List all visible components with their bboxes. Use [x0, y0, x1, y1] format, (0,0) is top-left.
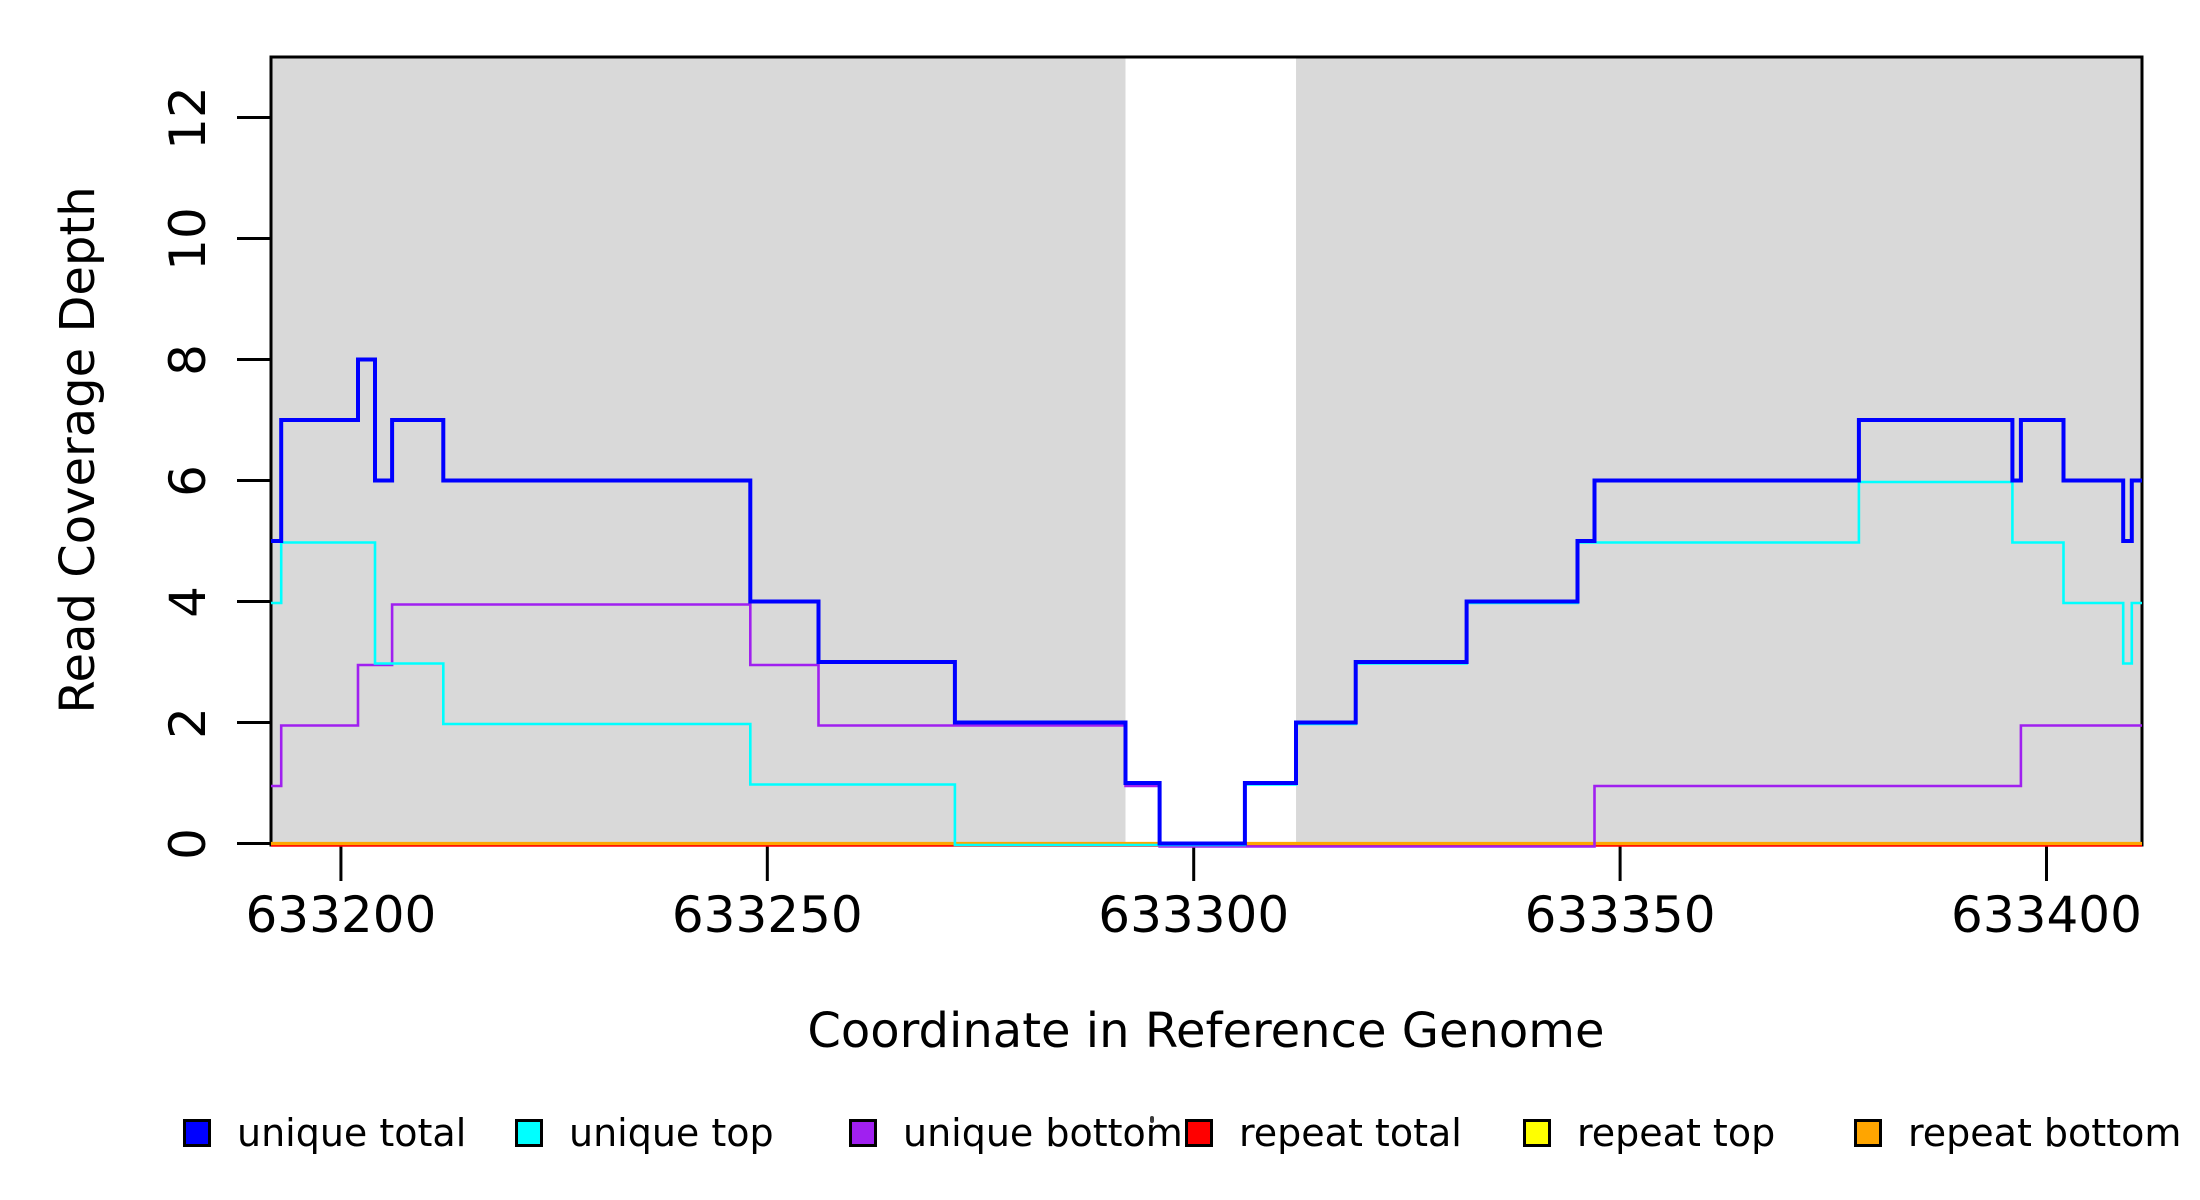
legend-item-unique-total: unique total [183, 1110, 466, 1156]
legend-label: unique bottom [903, 1111, 1183, 1155]
legend-item-repeat-top: repeat top [1523, 1110, 1775, 1156]
legend-item-unique-top: unique top [515, 1110, 774, 1156]
x-axis-title: Coordinate in Reference Genome [807, 1003, 1605, 1059]
legend-item-unique-bottom: unique bottom [849, 1110, 1183, 1156]
series-unique-bottom [271, 603, 2142, 848]
y-tick-label: 6 [159, 464, 217, 497]
legend-swatch [1523, 1119, 1551, 1147]
y-tick-label: 0 [159, 827, 217, 860]
y-tick-label: 8 [159, 343, 217, 376]
shaded-region [1296, 58, 2142, 845]
x-tick-label: 633350 [1524, 886, 1716, 944]
y-tick-label: 10 [159, 206, 217, 271]
series-unique-total [271, 357, 2142, 846]
legend-label: repeat top [1577, 1111, 1776, 1155]
y-tick-label: 4 [159, 585, 217, 618]
legend: unique total unique top unique bottom repea… [0, 1110, 2200, 1180]
legend-swatch [1854, 1119, 1882, 1147]
legend-item-repeat-total: repeat total [1185, 1110, 1462, 1156]
y-axis-title: Read Coverage Depth [50, 186, 106, 714]
legend-swatch [515, 1119, 543, 1147]
stray-mark [1150, 1116, 1154, 1123]
x-tick-label: 633200 [245, 886, 437, 944]
shaded-region [271, 58, 1126, 845]
legend-item-repeat-bottom: repeat bottom [1854, 1110, 2181, 1156]
y-tick-label: 12 [159, 85, 217, 150]
legend-label: unique total [237, 1111, 467, 1155]
x-tick-label: 633250 [671, 886, 863, 944]
legend-swatch [849, 1119, 877, 1147]
legend-label: repeat bottom [1908, 1111, 2182, 1155]
x-tick-label: 633300 [1098, 886, 1290, 944]
legend-label: repeat total [1239, 1111, 1462, 1155]
y-tick-label: 2 [159, 706, 217, 739]
legend-swatch [1185, 1119, 1213, 1147]
x-tick-label: 633400 [1951, 886, 2142, 944]
legend-label: unique top [569, 1111, 774, 1155]
legend-swatch [183, 1119, 211, 1147]
